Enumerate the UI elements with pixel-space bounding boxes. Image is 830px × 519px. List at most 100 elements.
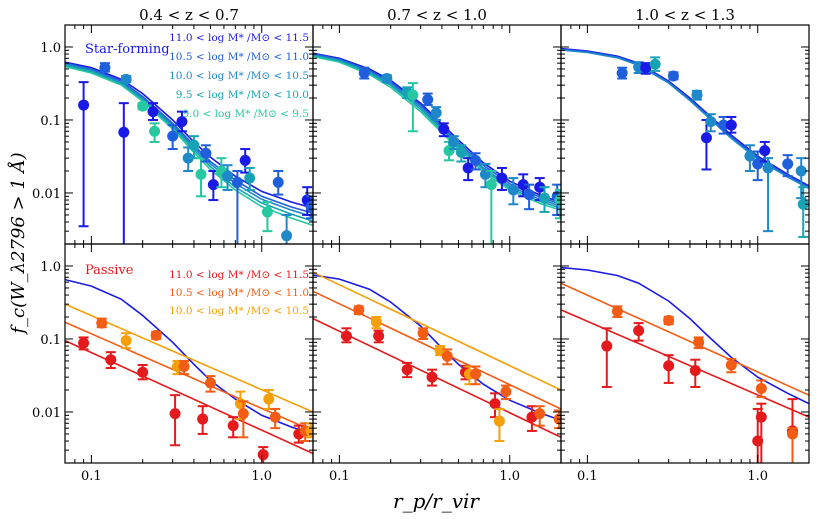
data-point xyxy=(663,314,675,326)
data-point xyxy=(99,62,111,74)
data-marker xyxy=(601,340,613,352)
data-point xyxy=(231,170,243,244)
data-marker xyxy=(640,62,652,74)
data-marker xyxy=(261,206,273,218)
data-point xyxy=(538,186,550,213)
data-point xyxy=(222,164,234,191)
data-point xyxy=(430,106,442,121)
y-tick-label: 1.0 xyxy=(40,260,61,275)
legend-entry: 10.5 < log M* /M⊙ < 11.0 xyxy=(169,287,309,299)
data-point xyxy=(438,122,450,138)
data-point xyxy=(489,392,501,419)
data-point xyxy=(455,144,467,163)
x-tick-label: 0.1 xyxy=(329,469,350,484)
data-point xyxy=(534,405,546,427)
panel xyxy=(312,24,562,245)
data-point xyxy=(417,327,429,340)
data-point xyxy=(227,416,239,439)
panel-grid: 0.01 0.1 1.0 Star-forming 0.1 1.0 0.01 0.1 1.0 Pa… xyxy=(32,24,810,484)
data-marker xyxy=(167,130,179,142)
data-marker xyxy=(485,179,497,191)
data-point xyxy=(500,384,512,401)
data-marker xyxy=(407,89,419,101)
data-marker xyxy=(195,168,207,180)
panel-frame xyxy=(312,24,562,245)
data-marker xyxy=(222,170,234,182)
data-marker xyxy=(281,230,293,242)
data-marker xyxy=(381,72,393,84)
data-marker xyxy=(227,420,239,432)
data-marker xyxy=(244,172,256,184)
data-point xyxy=(204,375,216,393)
data-marker xyxy=(263,393,275,405)
data-marker xyxy=(269,411,281,423)
data-marker xyxy=(237,408,249,420)
data-point xyxy=(782,154,794,178)
panel-tag: Star-forming xyxy=(85,42,170,57)
data-marker xyxy=(755,411,767,423)
data-point xyxy=(762,157,774,233)
data-marker xyxy=(700,132,712,144)
data-point xyxy=(381,72,393,84)
data-marker xyxy=(782,158,794,170)
data-marker xyxy=(759,145,771,157)
data-marker xyxy=(489,398,501,410)
data-point xyxy=(281,213,293,244)
data-point xyxy=(118,102,130,244)
x-axis-label: r_p/r_vir xyxy=(393,489,480,513)
data-point xyxy=(373,329,385,344)
y-tick-label: 0.01 xyxy=(32,406,61,421)
data-point xyxy=(176,110,188,133)
data-marker xyxy=(795,165,807,177)
data-point xyxy=(485,170,497,244)
data-marker xyxy=(667,70,679,82)
data-marker xyxy=(616,67,628,79)
data-point xyxy=(422,92,434,107)
data-point xyxy=(507,177,519,206)
model-curve xyxy=(561,282,809,396)
y-tick-label: 0.01 xyxy=(32,187,61,202)
panel-tag: Passive xyxy=(85,263,134,278)
data-marker xyxy=(176,116,188,128)
data-point xyxy=(178,359,190,376)
data-point xyxy=(237,400,249,439)
data-marker xyxy=(434,344,446,356)
data-point xyxy=(689,358,701,388)
data-point xyxy=(105,351,117,370)
data-point xyxy=(261,201,273,233)
legend-entry: 10.0 < log M* /M⊙ < 10.5 xyxy=(169,70,309,82)
column-title: 0.4 < z < 0.7 xyxy=(139,6,239,24)
data-point xyxy=(200,144,212,163)
data-marker xyxy=(441,350,453,362)
model-curve xyxy=(561,309,809,418)
data-point xyxy=(795,157,807,200)
data-marker xyxy=(725,119,737,131)
y-axis-label: f_c(W_λ2796 > 1 Å) xyxy=(7,152,29,335)
data-point xyxy=(207,170,219,202)
data-marker xyxy=(426,371,438,383)
data-point xyxy=(663,354,675,384)
data-point xyxy=(705,113,717,133)
panel xyxy=(560,24,810,245)
data-marker xyxy=(197,413,209,425)
data-marker xyxy=(755,382,767,394)
data-marker xyxy=(455,146,467,158)
data-marker xyxy=(340,330,352,342)
data-marker xyxy=(689,364,701,376)
data-marker xyxy=(272,176,284,188)
data-point xyxy=(693,336,705,350)
data-marker xyxy=(705,116,717,128)
data-point xyxy=(633,322,645,342)
data-point xyxy=(493,407,505,443)
data-point xyxy=(797,186,809,238)
data-marker xyxy=(649,58,661,70)
data-point xyxy=(244,166,256,191)
data-marker xyxy=(200,147,212,159)
panel-frame xyxy=(560,243,810,464)
model-curve xyxy=(561,266,809,405)
data-marker xyxy=(105,354,117,366)
x-tick-label: 1.0 xyxy=(499,469,520,484)
data-marker xyxy=(663,314,675,326)
data-point xyxy=(649,56,661,72)
data-point xyxy=(263,389,275,410)
